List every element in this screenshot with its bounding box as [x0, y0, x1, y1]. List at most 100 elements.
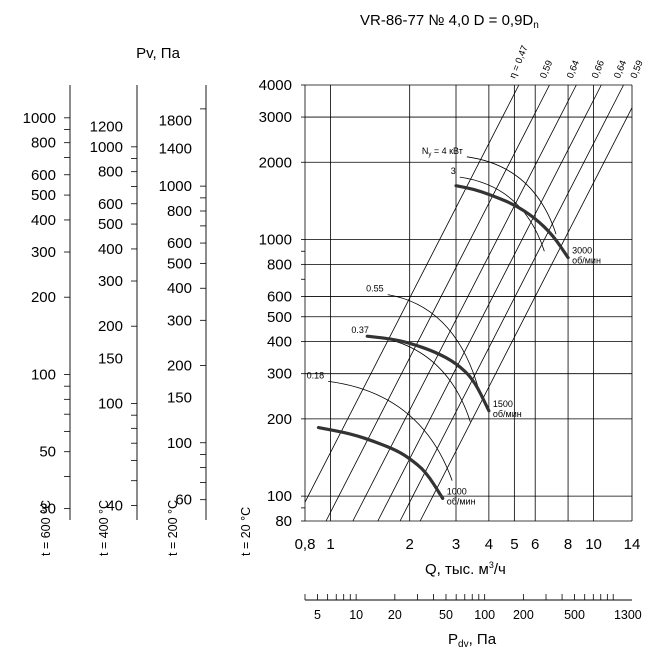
- temp-scale-tick-label: 60: [175, 492, 192, 509]
- temp-scale-tick-label: 200: [98, 318, 123, 335]
- fan-curve: [365, 334, 491, 413]
- temp-scale-tick-label: 800: [31, 135, 56, 152]
- efficiency-ray-label: 0,59: [538, 59, 555, 80]
- temp-scale-tick-label: 600: [31, 167, 56, 184]
- temp-scale-tick-label: 600: [98, 196, 123, 213]
- y-tick-label: 80: [275, 513, 292, 530]
- y-axis-label: Pv, Па: [136, 45, 181, 62]
- temp-scale-tick-label: 200: [167, 358, 192, 375]
- temp-scale-tick-label: 300: [98, 273, 123, 290]
- fan-curve-label-unit: об/мин: [572, 256, 601, 266]
- efficiency-ray: [304, 84, 520, 503]
- y-tick-label: 2000: [259, 154, 292, 171]
- efficiency-ray-label: η = 0,47: [507, 44, 530, 80]
- temp-scale-tick-label: 500: [167, 255, 192, 272]
- dynamic-pressure-scale-layer: 5 10 20 50 100 200 500 1300: [304, 594, 642, 622]
- x-axis-label-sup: 3: [489, 560, 494, 570]
- temp-scale-tick-label: 100: [167, 435, 192, 452]
- x-tick-label: 8: [564, 536, 572, 553]
- temp-scale-label: t = 400 °C: [97, 500, 111, 556]
- power-arc-label-main: 3: [451, 166, 456, 176]
- temp-scale-tick-label: 1000: [90, 139, 123, 156]
- power-arc-label-main: 0.37: [351, 325, 369, 335]
- efficiency-ray: [377, 84, 602, 522]
- dyn-scale-tick-label: 20: [388, 608, 402, 622]
- efficiency-ray-label: 0,64: [565, 59, 582, 80]
- power-arc-label: 3: [451, 166, 456, 176]
- x-axis-label-main: Q, тыс. м: [425, 561, 489, 578]
- temp-scale-tick-label: 400: [167, 280, 192, 297]
- y-tick-label: 3000: [259, 109, 292, 126]
- fan-curve-label-rpm: 1500: [493, 399, 513, 409]
- y-tick-label: 4000: [259, 77, 292, 94]
- temp-scale-tick-label: 150: [98, 350, 123, 367]
- temp-scale-tick-label: 200: [31, 289, 56, 306]
- y-tick-label: 600: [267, 288, 292, 305]
- dynamic-pressure-label-rest: , Па: [469, 631, 497, 648]
- x-tick-label: 5: [510, 536, 518, 553]
- temp-scale-tick-label: 1000: [159, 178, 192, 195]
- dyn-scale-tick-label: 50: [439, 608, 453, 622]
- power-arc: [466, 156, 557, 235]
- power-arcs-layer: Nу = 4 кВт 3 0.55 0.37 0.18: [307, 146, 557, 481]
- fan-curve-label-rpm: 1000: [447, 486, 467, 496]
- power-arc-label-main: 0.18: [307, 370, 325, 380]
- dynamic-pressure-label: Pdv, Па: [448, 631, 497, 650]
- chart-title: VR-86-77 № 4,0 D = 0,9Dn: [360, 12, 539, 31]
- fan-curve-label-unit: об/мин: [493, 409, 522, 419]
- temp-scale-tick-label: 1400: [159, 141, 192, 158]
- fan-curve: [316, 425, 445, 500]
- temp-scale-label-20: t = 20 °C: [239, 507, 253, 556]
- temp-scale-tick-label: 150: [167, 390, 192, 407]
- power-arc-label-sub: у: [428, 152, 431, 158]
- temp-scale-tick-label: 300: [31, 244, 56, 261]
- dyn-scale-tick-label: 5: [314, 608, 321, 622]
- efficiency-ray-label: 0,59: [629, 59, 646, 80]
- y-tick-label: 400: [267, 334, 292, 351]
- power-arc-label-main: N: [422, 146, 429, 156]
- x-tick-label: 10: [585, 536, 602, 553]
- power-arc: [328, 380, 453, 481]
- dyn-scale-tick-label: 500: [564, 608, 585, 622]
- temp-scale-tick-label: 300: [167, 312, 192, 329]
- x-tick-label: 0,8: [295, 536, 316, 553]
- y-tick-label: 100: [267, 488, 292, 505]
- y-tick-label: 1000: [259, 232, 292, 249]
- power-arc-label: 0.37: [351, 325, 369, 335]
- power-arc-label-main: 0.55: [366, 284, 384, 294]
- x-tick-label: 14: [624, 536, 641, 553]
- power-arc-label-rest: = 4 кВт: [431, 146, 463, 156]
- chart-title-sub: n: [533, 20, 539, 31]
- temperature-scales-layer: 1000 800 600 500 400 300 200 100 50 30t = 600 °C 1…: [23, 85, 253, 556]
- fan-curve-label-rpm: 3000: [572, 246, 592, 256]
- power-arc: [459, 176, 545, 252]
- temp-scale-tick-label: 800: [98, 164, 123, 181]
- temp-scale-tick-label: 1200: [90, 119, 123, 136]
- power-arc-label: 0.18: [307, 370, 325, 380]
- grid-layer: [304, 84, 633, 522]
- fan-curve: [454, 184, 570, 260]
- dyn-scale-tick-label: 1300: [614, 608, 642, 622]
- x-axis-label: Q, тыс. м3/ч: [425, 560, 506, 578]
- temp-scale-tick-label: 40: [106, 498, 123, 515]
- axes-layer: 0,8 1 2 3 4 5 6 8 10 14 80 100 200 300 400 500 600 800 100…: [259, 77, 641, 553]
- temp-scale-tick-label: 800: [167, 203, 192, 220]
- temp-scale-tick-label: 30: [39, 501, 56, 518]
- temp-scale-tick-label: 1000: [23, 110, 56, 127]
- temp-scale-tick-label: 100: [31, 366, 56, 383]
- efficiency-ray: [325, 84, 550, 522]
- efficiency-ray-label: 0,66: [590, 59, 607, 80]
- dynamic-pressure-label-sub: dv: [458, 639, 469, 650]
- x-axis-label-rest: /ч: [494, 561, 506, 578]
- efficiency-ray: [352, 84, 577, 522]
- dynamic-pressure-label-main: P: [448, 631, 458, 648]
- temp-scale-tick-label: 1800: [159, 113, 192, 130]
- temp-scale-tick-label: 50: [39, 444, 56, 461]
- temp-scale-tick-label: 600: [167, 235, 192, 252]
- chart-title-main: VR-86-77 № 4,0 D = 0,9D: [360, 12, 533, 29]
- dyn-scale-tick-label: 100: [474, 608, 495, 622]
- temp-scale-tick-label: 500: [31, 187, 56, 204]
- y-tick-label: 200: [267, 411, 292, 428]
